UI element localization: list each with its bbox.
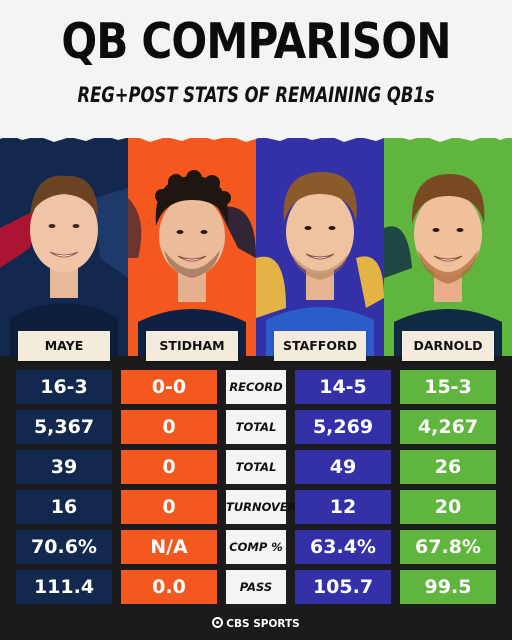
stat-darnold-total-tds: 26 <box>400 450 496 484</box>
stat-stidham-turnovers: 0 <box>121 490 217 524</box>
stat-darnold-record: 15-3 <box>400 370 496 404</box>
stat-stidham-pass-rtg: 0.0 <box>121 570 217 604</box>
page-subtitle: REG+POST STATS OF REMAINING QB1s <box>77 83 435 107</box>
stat-maye-record: 16-3 <box>16 370 112 404</box>
stat-darnold-pass-rtg: 99.5 <box>400 570 496 604</box>
player-panel-stidham <box>128 138 256 356</box>
header: QB COMPARISON REG+POST STATS OF REMAININ… <box>0 0 512 138</box>
stat-stafford-comp-pct: 63.4% <box>295 530 391 564</box>
stat-label-comp-pct: COMP % <box>226 530 286 564</box>
player-name-stidham: STIDHAM <box>146 331 238 361</box>
brand-name: CBS SPORTS <box>226 618 300 630</box>
stidham-photo <box>128 138 256 356</box>
stat-maye-turnovers: 16 <box>16 490 112 524</box>
player-name-stafford: STAFFORD <box>274 331 366 361</box>
brand-footer: CBS SPORTS <box>0 614 512 634</box>
stat-stafford-total-yds: 5,269 <box>295 410 391 444</box>
stat-stafford-pass-rtg: 105.7 <box>295 570 391 604</box>
cbs-eye-icon <box>212 617 224 628</box>
maye-photo <box>0 138 128 356</box>
stat-stafford-total-tds: 49 <box>295 450 391 484</box>
stat-stidham-comp-pct: N/A <box>121 530 217 564</box>
player-name-maye: MAYE <box>18 331 110 361</box>
stat-label-turnovers: TURNOVERS <box>226 490 305 524</box>
stat-label-total-yds: TOTAL YDS <box>226 410 286 468</box>
stat-stidham-total-yds: 0 <box>121 410 217 444</box>
stat-label-total-tds: TOTAL TDS <box>226 450 286 508</box>
torn-paper-edge <box>0 128 512 142</box>
player-panel-stafford <box>256 138 384 356</box>
stat-stidham-total-tds: 0 <box>121 450 217 484</box>
stat-darnold-comp-pct: 67.8% <box>400 530 496 564</box>
stat-label-pass-rtg: PASS RTG <box>226 570 286 628</box>
player-name-darnold: DARNOLD <box>402 331 494 361</box>
player-panel-maye <box>0 138 128 356</box>
stat-stidham-record: 0-0 <box>121 370 217 404</box>
player-strip <box>0 138 512 356</box>
stafford-photo <box>256 138 384 356</box>
stat-maye-total-tds: 39 <box>16 450 112 484</box>
stat-stafford-record: 14-5 <box>295 370 391 404</box>
darnold-photo <box>384 138 512 356</box>
stat-label-record: RECORD <box>226 370 286 404</box>
player-panel-darnold <box>384 138 512 356</box>
stat-maye-total-yds: 5,367 <box>16 410 112 444</box>
stat-maye-pass-rtg: 111.4 <box>16 570 112 604</box>
stats-table: 16-3 0-0 RECORD 14-5 15-3 5,367 0 TOTAL … <box>0 356 512 640</box>
stat-darnold-turnovers: 20 <box>400 490 496 524</box>
stat-maye-comp-pct: 70.6% <box>16 530 112 564</box>
stat-darnold-total-yds: 4,267 <box>400 410 496 444</box>
page-title: QB COMPARISON <box>61 13 451 70</box>
stat-stafford-turnovers: 12 <box>295 490 391 524</box>
